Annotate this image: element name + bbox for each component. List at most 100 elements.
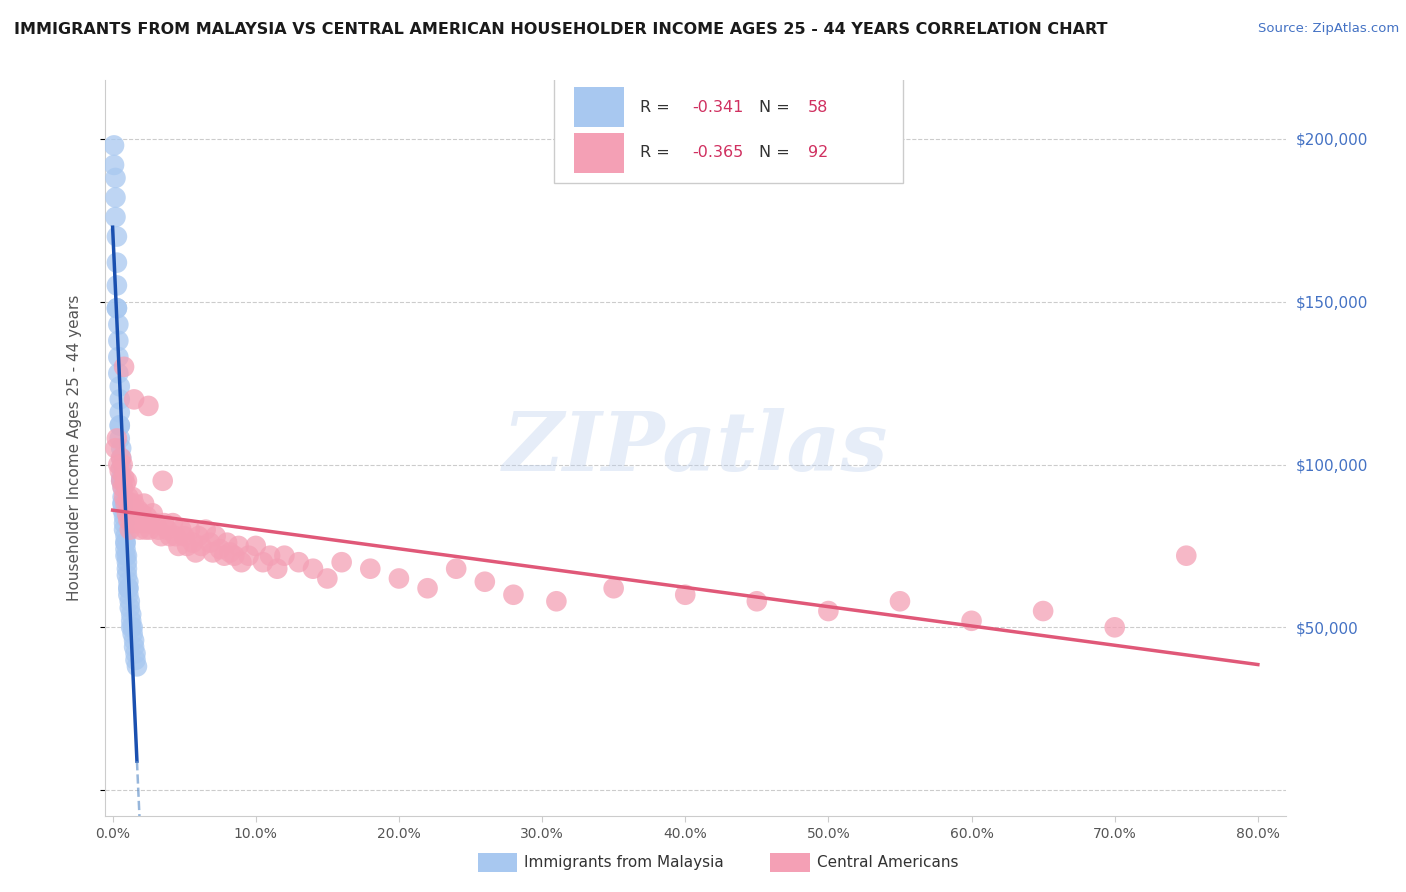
Point xyxy=(117,513,139,527)
Point xyxy=(110,450,132,465)
Point xyxy=(108,405,131,419)
Point xyxy=(198,535,221,549)
Point xyxy=(114,549,136,563)
Point xyxy=(228,539,250,553)
Text: Central Americans: Central Americans xyxy=(817,855,959,870)
Point xyxy=(105,301,128,316)
Point xyxy=(127,503,149,517)
Point xyxy=(112,509,135,524)
Point xyxy=(259,549,281,563)
Point xyxy=(138,516,160,530)
Point xyxy=(502,588,524,602)
Point xyxy=(115,507,138,521)
Point xyxy=(114,477,136,491)
Point xyxy=(104,190,127,204)
Point xyxy=(117,581,139,595)
Point xyxy=(817,604,839,618)
Point xyxy=(107,367,129,381)
Point xyxy=(108,418,131,433)
Point xyxy=(125,516,148,530)
Point xyxy=(145,516,167,530)
Point xyxy=(110,474,132,488)
Point xyxy=(120,507,142,521)
Point xyxy=(224,549,246,563)
Point xyxy=(167,539,190,553)
Point xyxy=(139,523,162,537)
Text: N =: N = xyxy=(759,100,794,114)
Point xyxy=(184,545,207,559)
Point xyxy=(176,539,198,553)
Text: Immigrants from Malaysia: Immigrants from Malaysia xyxy=(524,855,724,870)
Point xyxy=(115,555,138,569)
Point xyxy=(117,574,139,589)
Point xyxy=(219,545,242,559)
Point xyxy=(111,497,134,511)
Point xyxy=(474,574,496,589)
Point xyxy=(104,442,127,455)
Point xyxy=(108,432,131,446)
Point xyxy=(153,516,176,530)
Point xyxy=(159,529,181,543)
Point xyxy=(104,210,127,224)
Point xyxy=(114,529,136,543)
Text: N =: N = xyxy=(759,145,794,161)
Point xyxy=(117,588,139,602)
Point xyxy=(148,523,170,537)
Point xyxy=(114,497,136,511)
Point xyxy=(181,535,204,549)
Point xyxy=(124,646,146,660)
Point xyxy=(173,529,195,543)
Bar xyxy=(574,87,624,128)
Point xyxy=(120,516,142,530)
Point xyxy=(117,490,139,504)
Point xyxy=(142,507,165,521)
Point xyxy=(124,507,146,521)
Text: 58: 58 xyxy=(808,100,828,114)
Point xyxy=(111,458,134,472)
Point xyxy=(112,490,135,504)
Point xyxy=(108,392,131,407)
Text: ZIPatlas: ZIPatlas xyxy=(503,409,889,488)
Point xyxy=(546,594,568,608)
Point xyxy=(115,562,138,576)
Point xyxy=(120,607,142,622)
Point xyxy=(105,432,128,446)
Point xyxy=(112,359,135,374)
Point xyxy=(444,562,467,576)
FancyBboxPatch shape xyxy=(554,77,903,184)
Point xyxy=(1032,604,1054,618)
Point xyxy=(115,568,138,582)
Point xyxy=(359,562,381,576)
Point xyxy=(131,516,153,530)
Point xyxy=(120,620,142,634)
Point xyxy=(118,497,141,511)
Point xyxy=(201,545,224,559)
Point xyxy=(122,497,145,511)
Bar xyxy=(574,133,624,173)
Point xyxy=(103,158,125,172)
Point xyxy=(118,600,141,615)
Point xyxy=(121,620,143,634)
Point xyxy=(111,490,134,504)
Point xyxy=(245,539,267,553)
Point xyxy=(108,379,131,393)
Point xyxy=(108,464,131,478)
Point xyxy=(105,229,128,244)
Point xyxy=(115,474,138,488)
Point xyxy=(138,399,160,413)
Point xyxy=(302,562,325,576)
Point xyxy=(107,318,129,332)
Point xyxy=(217,535,239,549)
Text: -0.341: -0.341 xyxy=(692,100,744,114)
Point xyxy=(745,594,768,608)
Point xyxy=(124,653,146,667)
Point xyxy=(108,418,131,433)
Point xyxy=(105,255,128,269)
Text: Source: ZipAtlas.com: Source: ZipAtlas.com xyxy=(1258,22,1399,36)
Text: IMMIGRANTS FROM MALAYSIA VS CENTRAL AMERICAN HOUSEHOLDER INCOME AGES 25 - 44 YEA: IMMIGRANTS FROM MALAYSIA VS CENTRAL AMER… xyxy=(14,22,1108,37)
Point xyxy=(960,614,983,628)
Point xyxy=(1175,549,1198,563)
Point xyxy=(112,516,135,530)
Point xyxy=(110,474,132,488)
Point xyxy=(1104,620,1126,634)
